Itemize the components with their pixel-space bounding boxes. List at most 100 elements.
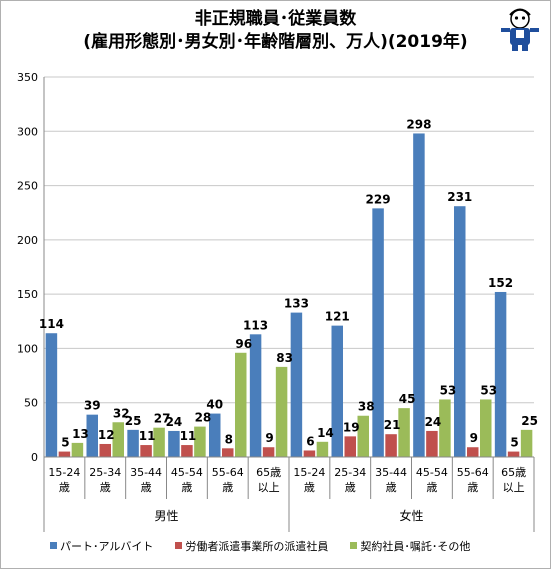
- data-label: 53: [480, 383, 497, 397]
- x-tick-label: 15-24: [293, 466, 325, 479]
- legend-item: 労働者派遣事業所の派遣社員: [175, 538, 328, 554]
- data-label: 24: [425, 415, 442, 429]
- x-tick-label: 歳: [345, 481, 356, 494]
- bar-series2: [99, 443, 111, 457]
- legend-item: 契約社員･嘱託･その他: [350, 538, 470, 554]
- x-tick-label: 25-34: [334, 466, 366, 479]
- x-tick-label: 歳: [222, 481, 233, 494]
- x-tick-label: 歳: [386, 481, 397, 494]
- data-label: 40: [206, 398, 223, 412]
- x-tick-label: 35-44: [130, 466, 162, 479]
- chart-title: 非正規職員･従業員数 (雇用形態別･男女別･年齢階層別、万人)(2019年): [0, 8, 551, 54]
- data-label: 32: [113, 406, 130, 420]
- y-tick-label: 100: [17, 342, 38, 355]
- y-tick-label: 350: [17, 71, 38, 84]
- data-label: 25: [125, 414, 142, 428]
- legend-label: 労働者派遣事業所の派遣社員: [185, 540, 329, 553]
- y-tick-label: 300: [17, 125, 38, 138]
- bar-series2: [303, 450, 316, 457]
- y-axis: 0 50 100 150 200 250 300 350: [17, 71, 45, 464]
- bar-series3: [520, 429, 533, 457]
- bar-series2: [344, 436, 356, 457]
- data-label: 19: [343, 420, 360, 434]
- data-label: 5: [61, 436, 69, 450]
- data-label: 13: [72, 427, 89, 441]
- data-label: 96: [235, 337, 252, 351]
- bar-series2: [467, 447, 479, 457]
- x-tick-label: 歳: [304, 481, 315, 494]
- x-tick-label: 歳: [141, 481, 152, 494]
- data-label: 25: [521, 414, 538, 428]
- bar-series3: [398, 408, 410, 457]
- bar-series3: [153, 427, 165, 457]
- data-label: 6: [306, 434, 314, 448]
- bar-series2: [426, 430, 438, 457]
- bar-series3: [357, 415, 369, 457]
- data-label: 298: [406, 117, 431, 131]
- y-tick-label: 150: [17, 288, 38, 301]
- group-label: 男性: [154, 509, 178, 523]
- bar-series1: [413, 133, 425, 457]
- bar-series2: [262, 447, 275, 457]
- x-tick-label: 65歳: [501, 466, 526, 479]
- x-tick-label: 歳: [467, 481, 478, 494]
- legend-label: 契約社員･嘱託･その他: [360, 540, 471, 553]
- data-label: 53: [440, 383, 457, 397]
- x-tick-label: 45-54: [416, 466, 448, 479]
- y-tick-label: 250: [17, 180, 38, 193]
- bar-series2: [507, 451, 520, 457]
- bar-series1: [454, 206, 466, 457]
- bar-series3: [235, 352, 247, 457]
- data-label: 39: [84, 399, 101, 413]
- data-label: 9: [470, 431, 478, 445]
- legend-swatch: [350, 542, 358, 549]
- chart-title-line2: (雇用形態別･男女別･年齢階層別、万人)(2019年): [83, 32, 468, 52]
- mascot-icon: [501, 8, 539, 51]
- data-label: 28: [195, 411, 212, 425]
- group-label: 女性: [399, 508, 423, 523]
- bars: [45, 133, 533, 457]
- bar-series2: [58, 451, 71, 457]
- x-tick-label: 以上: [258, 481, 280, 494]
- bar-series3: [112, 422, 124, 457]
- x-tick-label: 歳: [100, 481, 111, 494]
- bar-series2: [140, 445, 152, 457]
- bar-series2: [385, 434, 397, 457]
- x-tick-label: 45-54: [171, 466, 203, 479]
- x-tick-label: 以上: [503, 481, 525, 494]
- bar-series3: [480, 399, 492, 457]
- legend-swatch: [175, 542, 183, 549]
- bar-series1: [494, 291, 507, 457]
- data-label: 11: [180, 429, 197, 443]
- bar-series2: [181, 445, 193, 457]
- y-tick-label: 0: [31, 451, 38, 464]
- data-label: 5: [510, 436, 518, 450]
- bar-series1: [86, 414, 98, 457]
- data-label: 14: [317, 426, 334, 440]
- data-label: 231: [447, 190, 472, 204]
- bar-series1: [127, 429, 139, 457]
- data-label: 152: [488, 276, 513, 290]
- x-tick-label: 歳: [426, 481, 437, 494]
- data-label: 38: [358, 400, 375, 414]
- data-label: 11: [139, 429, 156, 443]
- data-label: 133: [284, 297, 309, 311]
- x-tick-label: 55-64: [212, 466, 244, 479]
- bar-series1: [45, 333, 58, 457]
- bar-series1: [168, 430, 180, 457]
- bar-series3: [71, 442, 84, 457]
- chart-title-line1: 非正規職員･従業員数: [194, 9, 357, 29]
- data-labels: 1145133912322511272411284089611398313361…: [39, 117, 538, 449]
- x-tick-label: 歳: [59, 481, 70, 494]
- legend-item: パート･アルバイト: [50, 538, 153, 554]
- x-tick-label: 65歳: [256, 466, 281, 479]
- x-tick-label: 25-34: [89, 466, 121, 479]
- data-label: 45: [399, 392, 416, 406]
- x-tick-label: 35-44: [375, 466, 407, 479]
- data-label: 8: [225, 432, 233, 446]
- bar-series1: [331, 325, 343, 457]
- bar-series3: [194, 426, 206, 457]
- data-label: 83: [276, 351, 293, 365]
